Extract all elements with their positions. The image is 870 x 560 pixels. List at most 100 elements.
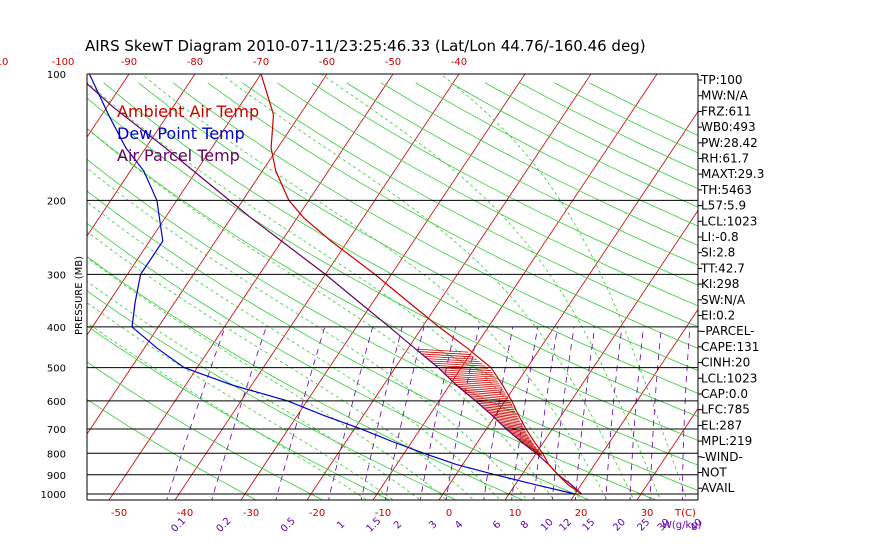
pressure-tick-label: 900 <box>47 471 66 482</box>
index-item: LFC:785 <box>701 403 750 417</box>
cape-hatch <box>521 441 535 446</box>
index-item: FRZ:611 <box>701 104 751 118</box>
top-temperature-tick: -60 <box>319 57 335 68</box>
moist-adiabat-line <box>87 231 475 500</box>
isotherm-line <box>174 74 460 500</box>
isotherm-line <box>87 74 328 435</box>
top-temperature-tick: -70 <box>253 57 269 68</box>
moist-adiabat-line <box>87 280 421 500</box>
cape-hatch <box>523 443 536 447</box>
top-temperature-tick: -90 <box>121 57 137 68</box>
cape-hatch <box>457 385 504 390</box>
dry-adiabat-line <box>346 82 698 266</box>
index-item: MPL:219 <box>701 434 752 448</box>
index-item: CAP:0.0 <box>701 387 748 401</box>
top-temperature-tick: -100 <box>52 57 75 68</box>
cape-hatch <box>497 420 522 424</box>
cape-hatch <box>477 402 513 407</box>
pressure-tick-label: 200 <box>47 196 66 207</box>
legend-parcel: Air Parcel Temp <box>117 146 240 165</box>
mixing-ratio-line <box>328 326 374 500</box>
index-item: LI:-0.8 <box>701 230 739 244</box>
mixing-ratio-line <box>682 326 691 500</box>
mixing-ratio-label: 10 <box>539 517 556 534</box>
mixing-ratio-line <box>574 326 596 500</box>
dry-adiabat-line <box>87 361 324 500</box>
cape-hatch <box>429 360 483 365</box>
mixing-ratio-line <box>384 326 425 500</box>
mixing-ratio-label: 0.2 <box>214 516 233 535</box>
chart-title: AIRS SkewT Diagram 2010-07-11/23:25:46.3… <box>85 37 646 55</box>
mixing-ratio-label: 20 <box>611 517 628 534</box>
cape-hatch <box>495 418 521 423</box>
cape-hatch <box>432 362 486 367</box>
index-item: TT:42.7 <box>700 261 745 275</box>
index-item: NOT <box>701 466 727 480</box>
bottom-temperature-tick: -40 <box>177 508 193 519</box>
pressure-tick-label: 500 <box>47 364 66 375</box>
dry-adiabat-line <box>87 127 698 466</box>
moist-adiabat-line <box>87 302 395 500</box>
mixing-ratio-line <box>445 326 480 500</box>
mixing-ratio-line <box>551 326 575 500</box>
cape-hatch <box>466 393 508 398</box>
isotherm-line <box>636 407 698 500</box>
bottom-temperature-tick: -20 <box>309 508 325 519</box>
top-temperature-tick: -50 <box>385 57 401 68</box>
cape-hatch <box>507 429 527 434</box>
cape-hatch <box>485 409 516 414</box>
dry-adiabat-line <box>87 158 698 491</box>
pressure-tick-label: 300 <box>47 270 66 281</box>
index-item: SW:N/A <box>701 293 746 307</box>
bottom-temperature-tick: 30 <box>641 508 654 519</box>
isotherm-line <box>87 74 262 336</box>
cape-hatch <box>498 421 523 426</box>
cape-hatch <box>421 353 474 358</box>
dry-adiabat-line <box>87 325 391 500</box>
isotherm-line <box>767 65 870 503</box>
dry-adiabat-line <box>87 398 257 500</box>
index-item: TH:5463 <box>700 183 752 197</box>
pressure-tick-label: 700 <box>47 425 66 436</box>
index-item: CAPE:131 <box>701 340 759 354</box>
pressure-tick-label: 400 <box>47 323 66 334</box>
index-item: LCL:1023 <box>701 371 757 385</box>
bottom-temperature-tick: 0 <box>446 508 452 519</box>
isotherm-line <box>87 74 130 138</box>
dry-adiabat-line <box>87 97 698 441</box>
cape-hatch <box>500 423 523 428</box>
legend-dewpoint: Dew Point Temp <box>117 124 245 143</box>
dry-adiabat-line <box>311 82 698 286</box>
dry-adiabat-line <box>138 82 698 394</box>
index-item: -PARCEL- <box>701 324 755 338</box>
pressure-tick-label: 100 <box>47 70 66 81</box>
mixing-ratio-label: 0.5 <box>279 516 298 535</box>
isotherm-line <box>833 65 870 503</box>
dry-adiabat-line <box>87 290 457 500</box>
index-item: EI:0.2 <box>701 309 735 323</box>
mixing-ratio-label: 4 <box>453 519 465 531</box>
cape-hatch <box>440 369 493 374</box>
bottom-temperature-tick: -10 <box>375 508 391 519</box>
index-item: AVAIL <box>701 481 735 495</box>
cape-hatch <box>487 411 517 416</box>
index-item: LCL:1023 <box>701 214 757 228</box>
mixing-ratio-label: 6 <box>491 519 503 531</box>
cape-hatch <box>492 415 519 419</box>
cape-hatch <box>483 408 516 412</box>
dry-adiabat-line <box>87 222 591 500</box>
cape-hatch <box>493 416 520 421</box>
cape-hatch <box>510 432 529 437</box>
cape-hatch <box>479 404 514 409</box>
pressure-tick-label: 800 <box>47 449 66 460</box>
mixing-ratio-line <box>649 326 662 500</box>
index-item: SI:2.8 <box>701 246 735 260</box>
grid-lines <box>87 65 870 503</box>
cape-hatch <box>476 401 513 405</box>
cape-hatch <box>442 371 494 376</box>
dry-adiabat-line <box>87 190 657 500</box>
bottom-labels: -50 -40 -30 -20 -10 0 10 20 30 T(C)0.1 0.2 0.5 1 1.5 2… <box>111 508 705 535</box>
cape-hatch <box>446 375 497 380</box>
mixing-ratio-label: 1 <box>335 519 347 531</box>
